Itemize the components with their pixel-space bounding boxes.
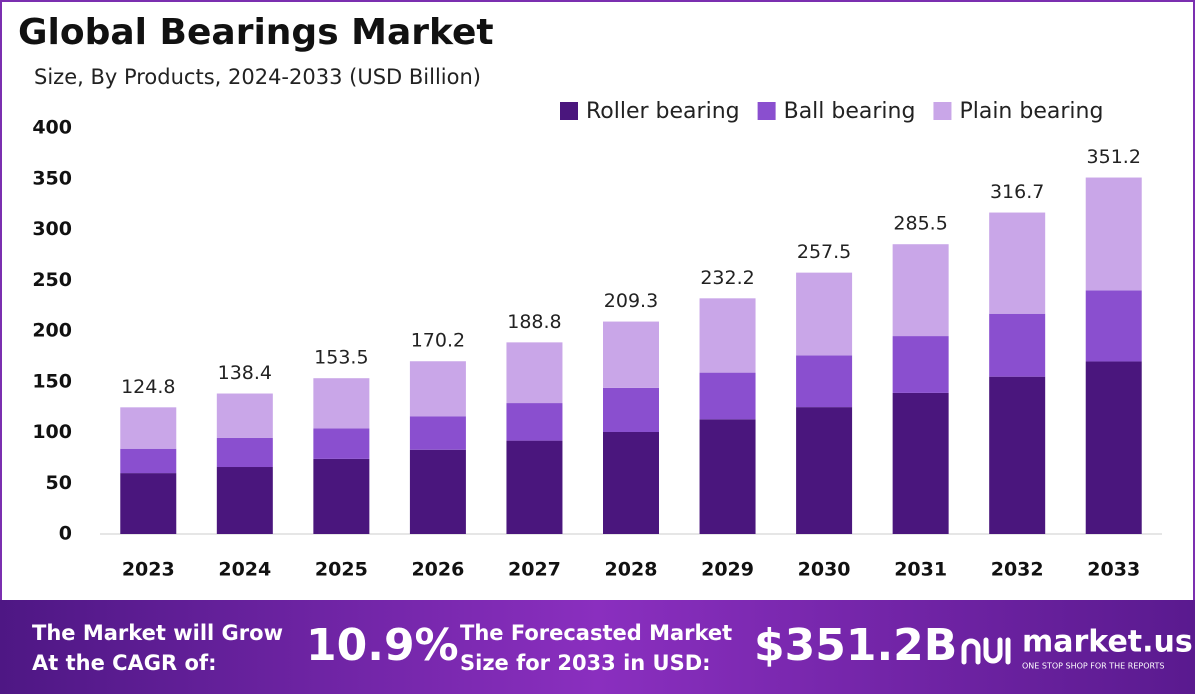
total-label: 285.5 <box>893 213 947 235</box>
x-tick-label: 2026 <box>411 559 464 581</box>
bar-segment <box>892 336 949 393</box>
bar-segment <box>892 244 949 337</box>
bar-segment <box>699 372 756 420</box>
y-tick-label: 50 <box>46 472 72 494</box>
bar-segment <box>313 378 370 429</box>
bar-segment <box>1085 361 1142 534</box>
total-label: 170.2 <box>411 330 465 352</box>
bar-segment <box>699 419 756 534</box>
bar-segment <box>796 355 853 408</box>
bar-segment <box>216 393 273 438</box>
footer-text: The Forecasted Market <box>460 621 732 645</box>
legend-label: Roller bearing <box>586 99 740 124</box>
total-label: 188.8 <box>507 311 561 333</box>
bar-segment <box>989 376 1046 534</box>
x-tick-label: 2032 <box>991 559 1044 581</box>
legend-label: Plain bearing <box>959 99 1103 124</box>
y-tick-label: 100 <box>32 421 72 443</box>
chart-title: Global Bearings Market <box>18 12 494 53</box>
bar-segment <box>409 449 466 534</box>
bar-segment <box>120 448 177 474</box>
legend-swatch <box>757 102 776 120</box>
brand-logo <box>961 637 1011 665</box>
bar-segment <box>796 272 853 356</box>
chart-subtitle: Size, By Products, 2024-2033 (USD Billio… <box>34 65 481 89</box>
footer-text: Size for 2033 in USD: <box>460 651 711 675</box>
total-label: 257.5 <box>797 241 851 263</box>
bar-segment <box>699 298 756 373</box>
bar-segment <box>603 387 659 432</box>
legend-label: Ball bearing <box>784 99 916 124</box>
legend-swatch <box>560 102 578 120</box>
y-tick-label: 350 <box>32 167 72 189</box>
y-tick-label: 200 <box>32 320 72 342</box>
bar-segment <box>120 407 177 449</box>
brand: market.us <box>1022 625 1193 660</box>
bar-segment <box>989 212 1046 314</box>
total-label: 153.5 <box>314 347 368 369</box>
bar-segment <box>313 458 370 534</box>
brand-tagline: ONE STOP SHOP FOR THE REPORTS <box>1022 662 1164 671</box>
footer-text: The Market will Grow <box>32 621 283 645</box>
total-label: 316.7 <box>990 181 1044 203</box>
bar-segment <box>216 437 273 468</box>
x-tick-label: 2033 <box>1087 559 1140 581</box>
cagr-value: 10.9% <box>306 620 459 671</box>
bar-segment <box>409 416 466 450</box>
x-tick-label: 2030 <box>798 559 851 581</box>
bar-segment <box>120 473 177 534</box>
bar-segment <box>796 407 853 534</box>
x-tick-label: 2029 <box>701 559 754 581</box>
bar-segment <box>313 428 370 459</box>
y-tick-label: 400 <box>32 117 72 139</box>
total-label: 232.2 <box>700 267 754 289</box>
x-tick-label: 2027 <box>508 559 561 581</box>
bar-segment <box>1085 177 1142 291</box>
legend-swatch <box>933 102 952 120</box>
forecast-value: $351.2B <box>754 620 957 671</box>
bar-segment <box>506 403 563 441</box>
footer-band <box>0 600 1195 694</box>
x-tick-label: 2028 <box>605 559 658 581</box>
total-label: 209.3 <box>604 290 658 312</box>
total-label: 124.8 <box>121 376 175 398</box>
x-tick-label: 2025 <box>315 559 368 581</box>
bar-segment <box>603 431 659 534</box>
bar-segment <box>506 440 563 534</box>
total-label: 138.4 <box>218 362 272 384</box>
footer-text: At the CAGR of: <box>32 651 217 675</box>
y-tick-label: 150 <box>32 370 72 392</box>
y-tick-label: 0 <box>59 523 72 545</box>
bar-segment <box>1085 290 1142 362</box>
y-tick-label: 250 <box>32 269 72 291</box>
x-tick-label: 2031 <box>894 559 947 581</box>
bar-segment <box>603 321 659 388</box>
bar-segment <box>506 342 563 404</box>
x-tick-label: 2024 <box>218 559 271 581</box>
y-tick-label: 300 <box>32 218 72 240</box>
total-label: 351.2 <box>1087 146 1141 168</box>
bar-segment <box>409 361 466 417</box>
bar-segment <box>892 392 949 534</box>
x-tick-label: 2023 <box>122 559 175 581</box>
bar-segment <box>216 467 273 534</box>
bar-segment <box>989 313 1046 377</box>
